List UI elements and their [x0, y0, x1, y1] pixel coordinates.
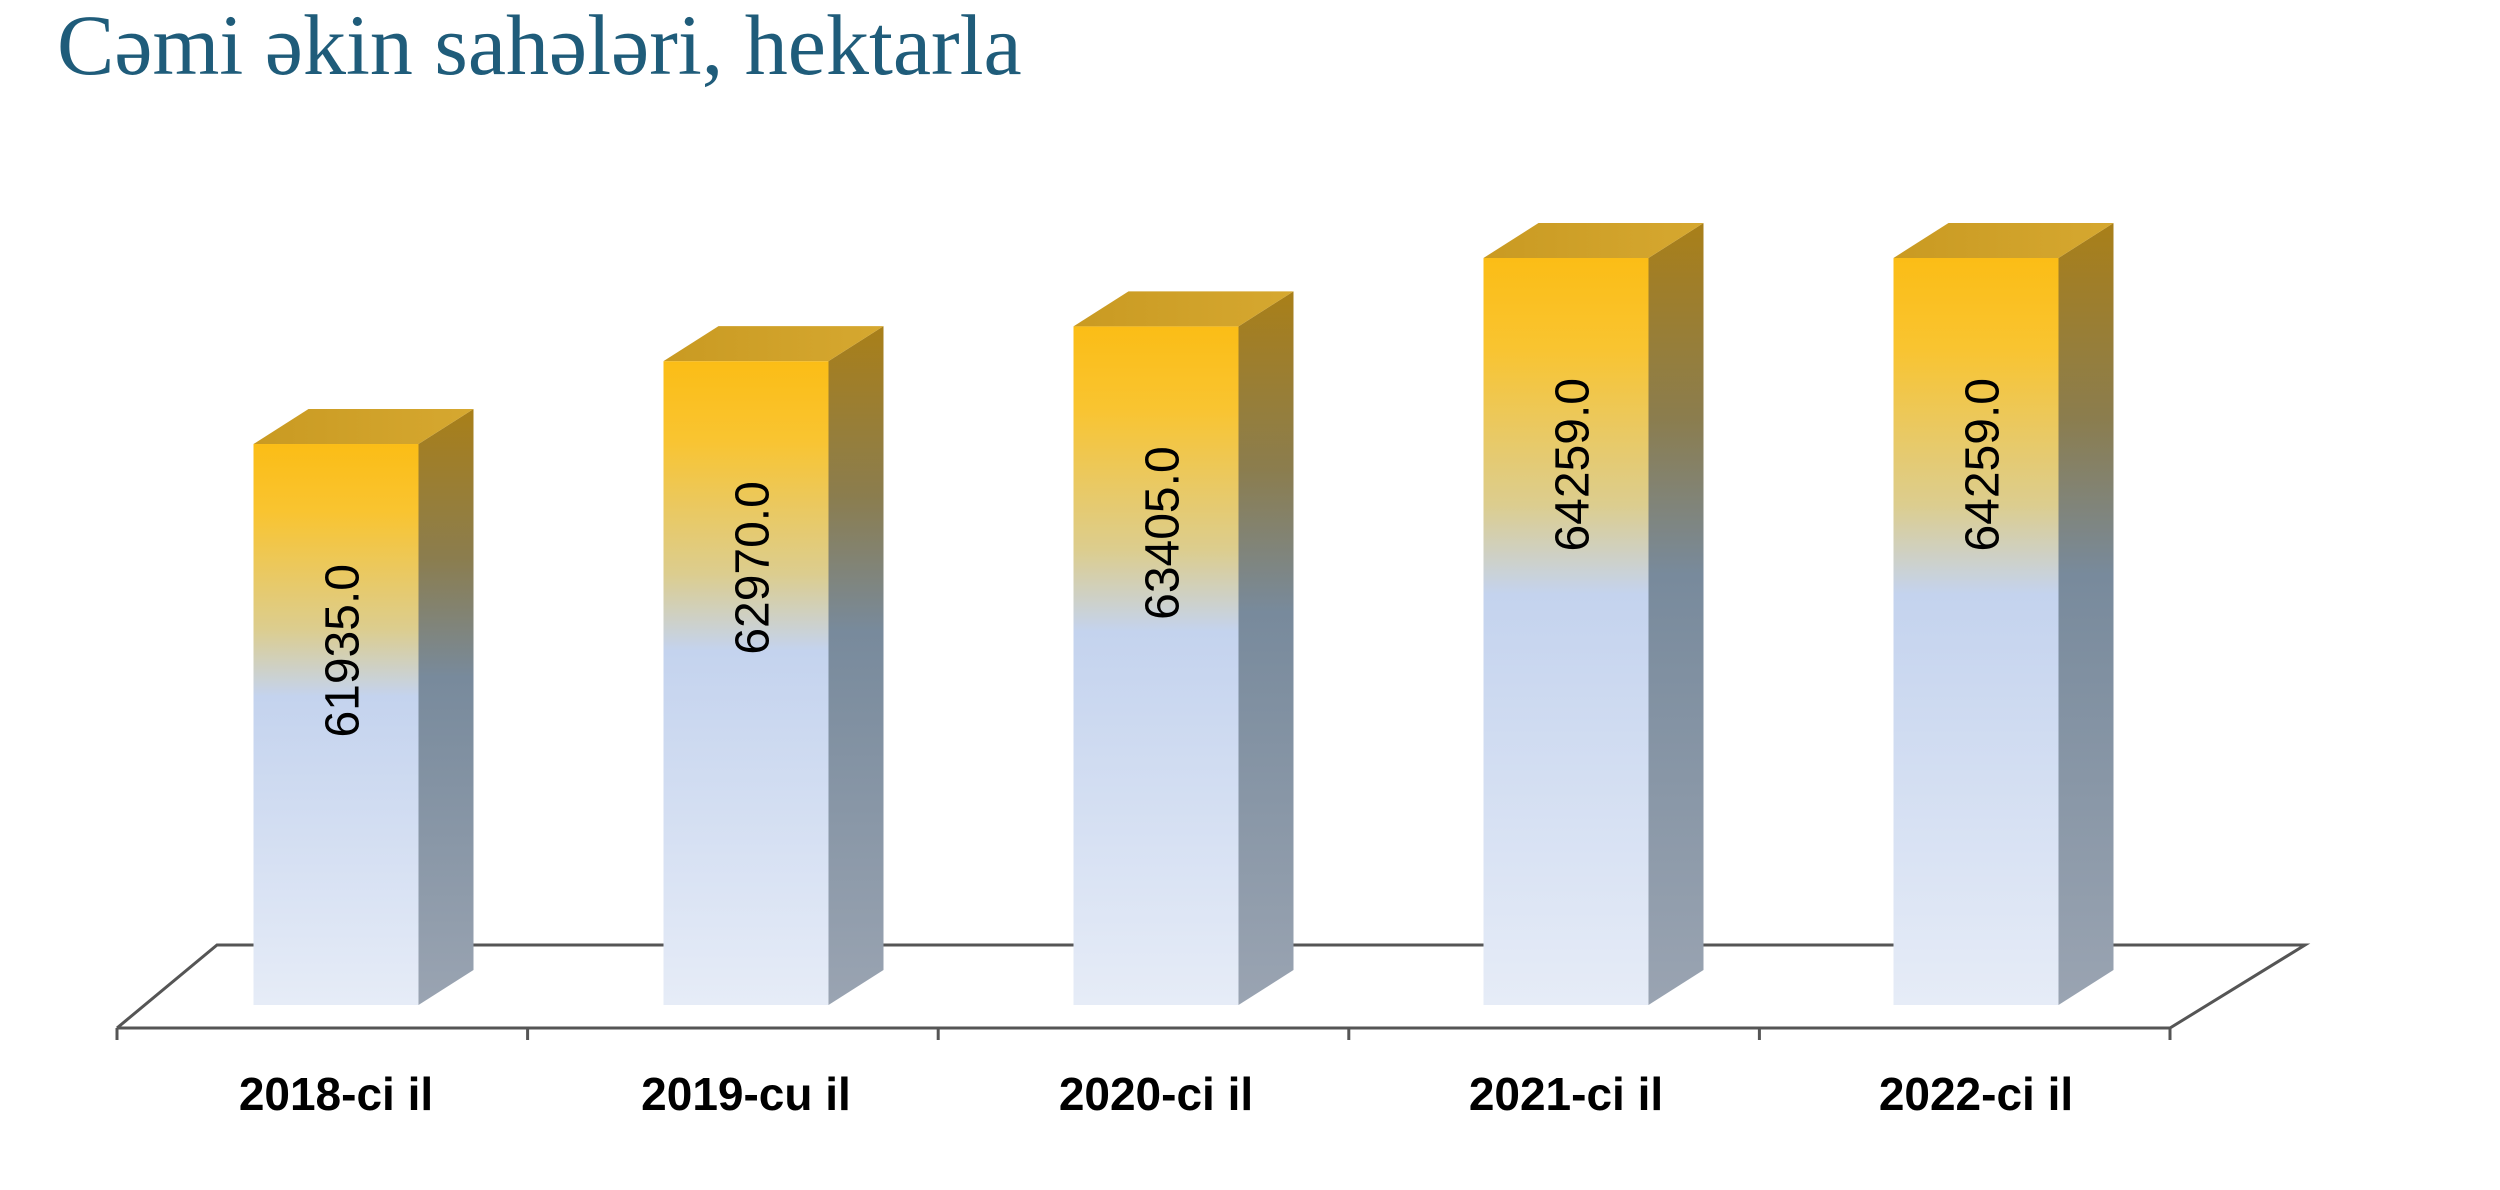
bar-side: [828, 326, 884, 1005]
bar-front: [663, 361, 829, 1005]
x-tick-label: 2022-ci il: [1879, 1068, 2073, 1120]
bar-2019-cu-il: [663, 326, 884, 1005]
bar-top: [1893, 223, 2114, 258]
bar-front: [253, 444, 419, 1006]
bar-2021-ci-il: [1483, 223, 1704, 1005]
bar-data-label: 63405.0: [1137, 446, 1190, 620]
bar-2020-ci-il: [1073, 291, 1294, 1006]
bar-data-label: 64259.0: [1547, 378, 1600, 552]
bar-side: [2058, 223, 2114, 1005]
bar-2022-ci-il: [1893, 223, 2114, 1005]
bar-top: [253, 409, 474, 445]
bar-side: [1238, 291, 1294, 1006]
bar-front: [1073, 326, 1239, 1006]
bar-front: [1893, 258, 2059, 1005]
bar-side: [1648, 223, 1704, 1005]
bar-top: [1073, 291, 1294, 327]
bar-2018-ci-il: [253, 409, 474, 1006]
bar-side: [418, 409, 474, 1006]
x-tick-label: 2019-cu il: [641, 1068, 851, 1120]
x-tick-label: 2021-ci il: [1469, 1068, 1663, 1120]
bar-front: [1483, 258, 1649, 1005]
bar-top: [663, 326, 884, 362]
x-tick-label: 2018-ci il: [239, 1068, 433, 1120]
bar-top: [1483, 223, 1704, 258]
bar-data-label: 64259.0: [1957, 378, 2010, 552]
chart-title: Cəmi əkin sahələri, hektarla: [57, 0, 1022, 93]
bar-data-label: 62970.0: [727, 481, 780, 655]
x-tick-label: 2020-ci il: [1059, 1068, 1253, 1120]
bar-data-label: 61935.0: [317, 564, 370, 738]
